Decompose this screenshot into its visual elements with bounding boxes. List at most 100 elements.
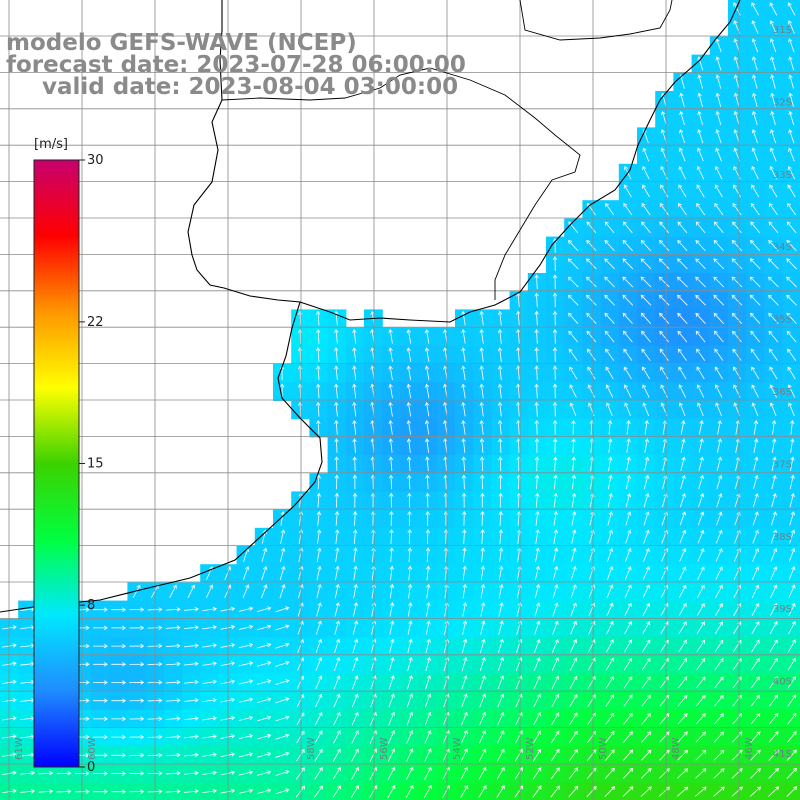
wind-arrow <box>623 221 633 234</box>
wind-speed-cell <box>127 582 147 602</box>
wind-arrow <box>749 276 761 288</box>
wind-arrow <box>534 383 539 399</box>
wind-speed-cell <box>618 709 638 729</box>
wind-arrow <box>644 456 650 472</box>
wind-arrow <box>498 438 503 453</box>
wind-arrow <box>461 401 466 417</box>
wind-arrow <box>769 384 777 398</box>
wind-arrow <box>534 438 540 453</box>
wind-arrow <box>770 56 776 71</box>
wind-arrow <box>497 347 503 362</box>
wind-arrow <box>658 276 670 288</box>
wind-arrow <box>789 511 796 526</box>
wind-arrow <box>769 20 777 34</box>
wind-speed-cell <box>746 618 765 638</box>
wind-speed-cell <box>691 673 711 693</box>
wind-arrow <box>316 419 321 435</box>
wind-arrow <box>733 74 740 89</box>
wind-arrow <box>352 456 357 472</box>
wind-arrow <box>715 110 722 126</box>
wind-arrow <box>769 202 778 216</box>
wind-arrow <box>334 401 339 417</box>
wind-arrow <box>552 347 558 362</box>
wind-arrow <box>624 402 631 417</box>
wind-arrow <box>679 110 685 126</box>
wind-arrow <box>406 383 412 399</box>
wind-arrow <box>733 92 740 107</box>
wind-arrow <box>352 492 358 508</box>
wind-arrow <box>516 310 521 326</box>
wind-speed-cell <box>673 655 693 674</box>
wind-arrow <box>658 258 670 270</box>
wind-speed-cell <box>182 582 201 602</box>
wind-speed-cell <box>746 673 765 693</box>
wind-speed-cell <box>546 764 565 784</box>
wind-arrow <box>424 347 430 362</box>
wind-arrow <box>498 474 503 490</box>
wind-arrow <box>659 239 670 252</box>
wind-arrow <box>461 474 467 490</box>
wind-arrow <box>586 330 597 343</box>
wind-arrow <box>697 147 704 162</box>
wind-speed-cell <box>327 764 347 784</box>
wind-speed-cell <box>746 637 765 656</box>
wind-arrow <box>626 420 631 435</box>
wind-arrow <box>625 493 632 508</box>
wind-arrow <box>607 492 613 508</box>
wind-arrow <box>753 438 759 453</box>
wind-arrow <box>752 74 758 89</box>
wind-speed-cell <box>618 600 638 620</box>
wind-arrow <box>352 401 357 417</box>
wind-speed-cell <box>455 764 474 784</box>
wind-arrow <box>479 347 484 362</box>
wind-arrow <box>624 384 632 398</box>
wind-speed-cell <box>600 618 620 638</box>
wind-arrow <box>715 402 722 417</box>
wind-arrow <box>316 383 321 399</box>
wind-arrow <box>607 474 613 490</box>
colorbar-tick-label: 22 <box>87 315 104 330</box>
wind-speed-cell <box>746 655 765 674</box>
wind-arrow <box>424 420 430 435</box>
wind-arrow <box>552 310 558 326</box>
wind-arrow <box>750 348 760 361</box>
wind-arrow <box>622 258 634 270</box>
wind-arrow <box>790 438 795 453</box>
wind-arrow <box>604 330 615 343</box>
wind-arrow <box>516 365 521 381</box>
wind-speed-cell <box>364 764 383 784</box>
wind-arrow <box>497 401 503 417</box>
wind-speed-cell <box>764 655 784 674</box>
wind-speed-cell <box>564 673 583 693</box>
wind-arrow <box>388 365 393 381</box>
wind-arrow <box>388 438 394 453</box>
wind-arrow <box>751 56 758 71</box>
wind-arrow <box>534 274 539 290</box>
wind-arrow <box>771 420 777 435</box>
wind-speed-cell <box>691 600 711 620</box>
wind-arrow <box>716 438 722 453</box>
wind-arrow <box>696 366 705 380</box>
wind-speed-cell <box>709 655 729 674</box>
wind-arrow <box>497 365 503 381</box>
wind-arrow <box>697 129 704 144</box>
wind-arrow <box>770 74 776 89</box>
wind-speed-cell <box>618 691 638 711</box>
wind-arrow <box>679 92 685 107</box>
wind-speed-cell <box>709 673 729 693</box>
wind-arrow <box>695 221 706 234</box>
wind-arrow <box>424 383 430 399</box>
wind-speed-cell <box>782 145 800 165</box>
wind-speed-cell <box>564 691 583 711</box>
wind-arrow <box>790 456 795 472</box>
wind-arrow <box>516 419 521 435</box>
wind-speed-cell <box>418 764 438 784</box>
wind-arrow <box>788 92 794 107</box>
wind-arrow <box>769 184 778 198</box>
wind-arrow <box>643 493 650 508</box>
wind-arrow <box>717 420 722 435</box>
wind-speed-cell <box>782 91 800 110</box>
wind-speed-cell <box>782 400 800 420</box>
wind-arrow <box>406 456 412 472</box>
wind-arrow <box>680 474 686 490</box>
